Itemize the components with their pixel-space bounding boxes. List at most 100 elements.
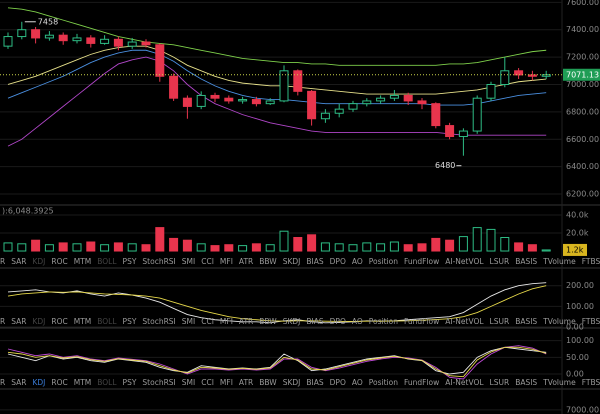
- indicator-tab[interactable]: SKDJ: [283, 257, 301, 266]
- indicator-tab[interactable]: FundFlow: [404, 378, 439, 387]
- indicator-tab[interactable]: FTBS: [582, 317, 600, 326]
- indicator-tab[interactable]: ATR: [239, 257, 253, 266]
- candle-body: [44, 34, 54, 39]
- y-tick-label: 6400.00: [566, 162, 599, 171]
- indicator-tab[interactable]: StochRSI: [142, 317, 175, 326]
- indicator-tab[interactable]: ROC: [51, 257, 67, 266]
- volume-bar: [265, 244, 275, 252]
- indicator-tab[interactable]: ROC: [51, 317, 67, 326]
- indicator-line: [7, 56, 547, 147]
- indicator-tab[interactable]: BBW: [259, 378, 277, 387]
- y-tick-label: 7000.00: [566, 405, 599, 414]
- volume-bar: [348, 244, 358, 252]
- indicator-tab[interactable]: SMI: [182, 317, 195, 326]
- indicator-tab[interactable]: ATR: [239, 317, 253, 326]
- indicator-tab[interactable]: MFI: [220, 257, 233, 266]
- indicator-tab[interactable]: BBW: [259, 257, 277, 266]
- indicator-tab[interactable]: MTM: [74, 257, 92, 266]
- indicator-line: [7, 282, 547, 324]
- indicator-tab[interactable]: SKDJ: [283, 317, 301, 326]
- indicator-tab[interactable]: MFI: [220, 378, 233, 387]
- indicator-tab[interactable]: AI-NetVOL: [445, 317, 484, 326]
- y-tick-label: 0.00: [566, 322, 584, 331]
- volume-bar: [307, 234, 317, 252]
- indicator-tab[interactable]: TVolume: [542, 257, 576, 266]
- indicator-tab[interactable]: LSUR: [490, 257, 510, 266]
- volume-bar: [472, 227, 482, 252]
- volume-bar: [100, 244, 110, 252]
- volume-bar: [514, 242, 524, 252]
- indicator-tab[interactable]: DPO: [330, 257, 346, 266]
- indicator-tab[interactable]: SKDJ: [283, 378, 301, 387]
- indicator-tab[interactable]: SAR: [11, 378, 26, 387]
- indicator-tab[interactable]: SAR: [11, 257, 26, 266]
- indicator-tab[interactable]: R: [0, 378, 5, 387]
- indicator-tab[interactable]: KDJ: [32, 257, 45, 266]
- candle-body: [486, 83, 496, 99]
- indicator-tab[interactable]: ROC: [51, 378, 67, 387]
- indicator-tab[interactable]: CCI: [201, 378, 214, 387]
- indicator-tab[interactable]: Position: [369, 317, 398, 326]
- indicator-tab[interactable]: PSY: [123, 257, 137, 266]
- indicator-tab[interactable]: FundFlow: [404, 317, 439, 326]
- candle-body: [293, 70, 303, 92]
- volume-bar: [376, 243, 386, 252]
- indicator-tab[interactable]: BASIS: [515, 257, 537, 266]
- indicator-tab[interactable]: AI-NetVOL: [445, 257, 484, 266]
- volume-title: ):6,048.3925: [2, 207, 54, 216]
- indicator-tab[interactable]: LSUR: [490, 317, 510, 326]
- volume-bar: [389, 241, 399, 252]
- y-tick-label: 6800.00: [566, 107, 599, 116]
- indicator-tab[interactable]: MTM: [74, 317, 92, 326]
- indicator-tab[interactable]: Position: [369, 257, 398, 266]
- volume-bar: [182, 239, 192, 252]
- indicator-tab[interactable]: Position: [369, 378, 398, 387]
- indicator-tab[interactable]: CCI: [201, 317, 214, 326]
- indicator-tab[interactable]: StochRSI: [142, 257, 175, 266]
- indicator-tab[interactable]: BOLL: [97, 257, 117, 266]
- indicator-tab[interactable]: BOLL: [97, 317, 117, 326]
- indicator-tab[interactable]: AI-NetVOL: [445, 378, 484, 387]
- indicator-tab[interactable]: BIAS: [306, 257, 323, 266]
- indicator-tab[interactable]: ATR: [239, 378, 253, 387]
- indicator-tab[interactable]: BIAS: [306, 378, 323, 387]
- indicator-line: [7, 345, 547, 380]
- indicator-tab[interactable]: DPO: [330, 317, 346, 326]
- indicator-tab[interactable]: TVolume: [542, 317, 576, 326]
- indicator-tab[interactable]: LSUR: [490, 378, 510, 387]
- indicator-tab[interactable]: CCI: [201, 257, 214, 266]
- volume-bar: [72, 243, 82, 252]
- high-annotation: 7458: [38, 17, 58, 26]
- indicator-tab[interactable]: MFI: [220, 317, 233, 326]
- indicator-tab[interactable]: AO: [352, 257, 363, 266]
- candle-body: [113, 38, 123, 47]
- volume-bar: [445, 239, 455, 252]
- indicator-tab[interactable]: PSY: [123, 317, 137, 326]
- indicator-tab[interactable]: AO: [352, 317, 363, 326]
- indicator-tab[interactable]: BASIS: [515, 378, 537, 387]
- indicator-tab[interactable]: SAR: [11, 317, 26, 326]
- indicator-tab[interactable]: R: [0, 257, 5, 266]
- indicator-tab[interactable]: BIAS: [306, 317, 323, 326]
- indicator-tab[interactable]: FTBS: [582, 378, 600, 387]
- candle-body: [17, 29, 27, 38]
- indicator-tab[interactable]: SMI: [182, 378, 195, 387]
- candle-body: [251, 99, 261, 105]
- indicator-tab[interactable]: StochRSI: [142, 378, 175, 387]
- indicator-tab[interactable]: FundFlow: [404, 257, 439, 266]
- indicator-tab[interactable]: FTBS: [582, 257, 600, 266]
- indicator-tab[interactable]: MTM: [74, 378, 92, 387]
- candle-body: [169, 75, 179, 99]
- indicator-tab[interactable]: KDJ: [32, 317, 45, 326]
- y-tick-label: 0.00: [566, 370, 584, 379]
- indicator-tab[interactable]: KDJ: [32, 378, 45, 387]
- indicator-tab[interactable]: BOLL: [97, 378, 117, 387]
- indicator-tab[interactable]: BASIS: [515, 317, 537, 326]
- indicator-tab[interactable]: AO: [352, 378, 363, 387]
- indicator-tab[interactable]: TVolume: [542, 378, 576, 387]
- indicator-tab[interactable]: BBW: [259, 317, 277, 326]
- indicator-tab[interactable]: R: [0, 317, 5, 326]
- indicator-tab[interactable]: PSY: [123, 378, 137, 387]
- indicator-tab[interactable]: DPO: [330, 378, 346, 387]
- indicator-tab[interactable]: SMI: [182, 257, 195, 266]
